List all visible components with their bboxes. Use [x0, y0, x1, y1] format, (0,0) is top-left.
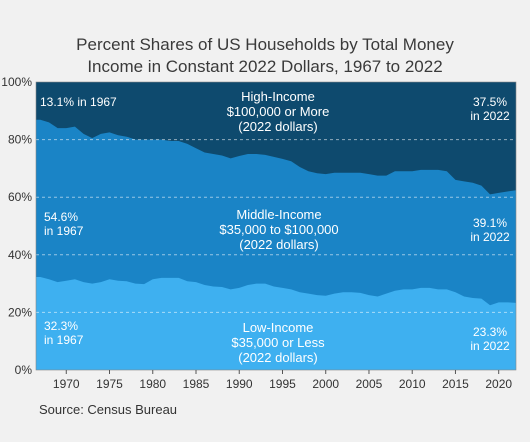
low-left-annotation-1: 32.3%	[44, 319, 78, 333]
high-right-annotation-1: 37.5%	[473, 95, 507, 109]
mid-right-annotation-1: 39.1%	[473, 216, 507, 230]
x-tick-label: 2015	[442, 377, 469, 391]
area-low-income	[36, 276, 516, 370]
plot-border	[35, 81, 517, 371]
x-tick-label: 1980	[139, 377, 166, 391]
y-tick-label: 20%	[8, 305, 32, 319]
x-axis: 1970 1975 1980 1985 1990 1995 2000 2005 2010 2015…	[53, 370, 512, 391]
y-axis: 0% 20% 40% 60% 80% 100%	[1, 75, 32, 377]
chart-title-line2: Income in Constant 2022 Dollars, 1967 to…	[87, 57, 442, 76]
source-note: Source: Census Bureau	[39, 402, 177, 417]
x-tick-label: 1970	[53, 377, 80, 391]
mid-band-label-3: (2022 dollars)	[239, 237, 319, 252]
x-tick-label: 1985	[183, 377, 210, 391]
low-left-annotation-2: in 1967	[44, 333, 84, 347]
x-tick-label: 2010	[399, 377, 426, 391]
area-layer	[36, 82, 516, 370]
mid-band-label-2: $35,000 to $100,000	[219, 222, 338, 237]
x-tick-label: 1995	[269, 377, 296, 391]
mid-left-annotation-2: in 1967	[44, 224, 84, 238]
grid-layer	[35, 81, 517, 371]
y-tick-label: 100%	[1, 75, 32, 89]
high-band-label-3: (2022 dollars)	[238, 119, 318, 134]
chart-title-line1: Percent Shares of US Households by Total…	[76, 35, 454, 54]
y-tick-label: 40%	[8, 248, 32, 262]
low-band-label-2: $35,000 or Less	[231, 335, 325, 350]
high-left-annotation: 13.1% in 1967	[40, 95, 117, 109]
mid-band-label-1: Middle-Income	[236, 207, 321, 222]
x-tick-label: 2000	[312, 377, 339, 391]
low-right-annotation-1: 23.3%	[473, 325, 507, 339]
y-tick-label: 0%	[15, 363, 33, 377]
low-band-label-1: Low-Income	[243, 320, 314, 335]
high-right-annotation-2: in 2022	[470, 109, 510, 123]
mid-left-annotation-1: 54.6%	[44, 210, 78, 224]
y-tick-label: 60%	[8, 190, 32, 204]
x-tick-label: 1975	[96, 377, 123, 391]
x-tick-label: 1990	[226, 377, 253, 391]
x-tick-label: 2005	[356, 377, 383, 391]
low-band-label-3: (2022 dollars)	[238, 350, 318, 365]
y-tick-label: 80%	[8, 133, 32, 147]
high-band-label-2: $100,000 or More	[227, 104, 330, 119]
high-band-label-1: High-Income	[241, 89, 315, 104]
low-right-annotation-2: in 2022	[470, 339, 510, 353]
mid-right-annotation-2: in 2022	[470, 230, 510, 244]
x-tick-label: 2020	[485, 377, 512, 391]
